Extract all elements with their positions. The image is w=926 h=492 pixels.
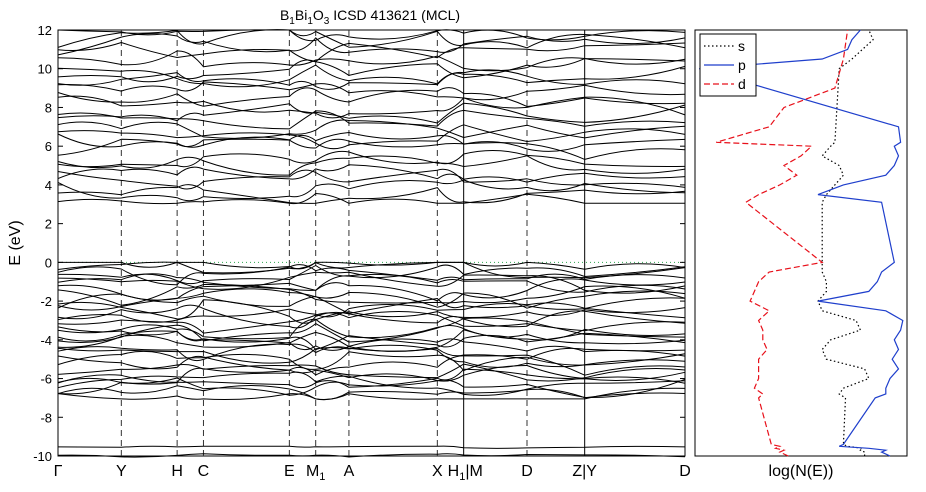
- band-valence-1: [57, 385, 686, 401]
- band-valence-28: [57, 261, 686, 279]
- band-conduction-12: [57, 102, 686, 124]
- chart-title: B1Bi1O3 ICSD 413621 (MCL): [280, 7, 460, 27]
- band-valence-24: [57, 273, 686, 293]
- y-tick-label: 6: [45, 139, 52, 154]
- band-valence-9: [57, 344, 686, 368]
- band-valence-29: [57, 261, 686, 274]
- band-valence-19: [57, 299, 686, 324]
- y-tick-label: -8: [40, 410, 52, 425]
- band-valence-11: [57, 334, 686, 357]
- dos-x-axis-label: log(N(E)): [769, 463, 834, 480]
- kpoint-label-6: A: [344, 463, 355, 480]
- band-valence-8: [57, 350, 686, 372]
- kpoint-label-2: H: [171, 463, 183, 480]
- y-tick-label: 12: [38, 23, 52, 38]
- legend-label-s: s: [738, 38, 745, 54]
- band-valence-20: [57, 293, 686, 315]
- band-conduction-16: [57, 69, 686, 90]
- band-conduction-10: [57, 119, 686, 139]
- dos-series-s: [817, 29, 874, 456]
- band-conduction-14: [57, 87, 686, 108]
- band-valence-5: [57, 364, 686, 385]
- legend: spd: [699, 33, 757, 97]
- band-conduction-15: [57, 81, 686, 101]
- band-conduction-3: [57, 168, 686, 190]
- kpoint-label-3: C: [198, 463, 210, 480]
- band-conduction-22: [57, 29, 686, 49]
- y-tick-label: -4: [40, 333, 52, 348]
- y-tick-label: 4: [45, 178, 52, 193]
- kpoint-label-4: E: [284, 463, 295, 480]
- band-valence-15: [57, 317, 686, 340]
- y-tick-label: 2: [45, 217, 52, 232]
- y-tick-label: 8: [45, 100, 52, 115]
- band-conduction-5: [57, 155, 686, 176]
- kpoint-label-11: D: [679, 463, 691, 480]
- kpoint-label-0: Γ: [54, 463, 63, 480]
- legend-label-d: d: [738, 76, 746, 92]
- kpoint-label-8: H1|M: [448, 463, 483, 483]
- band-valence-14: [57, 322, 686, 345]
- kpoint-labels: Γ Y H C E M1 A X H1|M D Z|Y D: [54, 463, 691, 483]
- band-valence-25: [57, 271, 686, 294]
- band-conduction-7: [57, 138, 686, 160]
- band-conduction-2: [57, 179, 686, 202]
- dos-series-d: [716, 29, 849, 457]
- y-ticks: -10 -8 -6 -4 -2 0 2 4 6 8 10 12: [33, 23, 685, 464]
- y-tick-label: 0: [45, 255, 52, 270]
- dos-series-p: [699, 29, 904, 457]
- band-valence-3: [57, 371, 686, 396]
- y-tick-label: 10: [38, 62, 52, 77]
- band-valence-7: [57, 354, 686, 376]
- kpoint-label-7: X: [432, 463, 443, 480]
- band-valence-23: [57, 278, 686, 302]
- band-lower-1: [57, 445, 686, 449]
- y-axis-label: E (eV): [7, 220, 24, 265]
- band-conduction-19: [57, 50, 686, 72]
- band-conduction-23: [57, 29, 686, 42]
- band-conduction-11: [57, 109, 686, 130]
- band-lower-0: [57, 453, 686, 458]
- band-valence-16: [57, 310, 686, 334]
- kpoint-label-1: Y: [116, 463, 127, 480]
- dos-curves: [699, 29, 904, 457]
- band-conduction-8: [57, 131, 686, 152]
- y-tick-label: -6: [40, 372, 52, 387]
- band-valence-10: [57, 343, 686, 362]
- band-conduction-4: [57, 164, 686, 183]
- band-conduction-17: [57, 64, 686, 88]
- band-valence-4: [57, 368, 686, 389]
- dos-panel: spd log(N(E)): [694, 29, 908, 480]
- dos-plot-frame: [694, 29, 908, 457]
- band-conduction-9: [57, 124, 686, 150]
- y-tick-label: -2: [40, 294, 52, 309]
- band-valence-6: [57, 363, 686, 382]
- kpoint-label-10: Z|Y: [572, 463, 597, 480]
- kpoint-label-5: M1: [306, 463, 325, 483]
- band-conduction-1: [57, 184, 686, 204]
- band-conduction-0: [57, 192, 686, 205]
- band-conduction-13: [57, 95, 686, 119]
- band-conduction-20: [57, 41, 686, 63]
- y-tick-label: -10: [33, 449, 52, 464]
- legend-label-p: p: [738, 57, 746, 73]
- band-valence-17: [57, 304, 686, 329]
- band-valence-13: [57, 326, 686, 352]
- band-lines: [57, 29, 686, 458]
- band-valence-27: [57, 264, 686, 285]
- band-valence-22: [57, 283, 686, 306]
- band-conduction-18: [57, 58, 686, 83]
- band-conduction-6: [57, 149, 686, 168]
- kpoint-label-9: D: [521, 463, 533, 480]
